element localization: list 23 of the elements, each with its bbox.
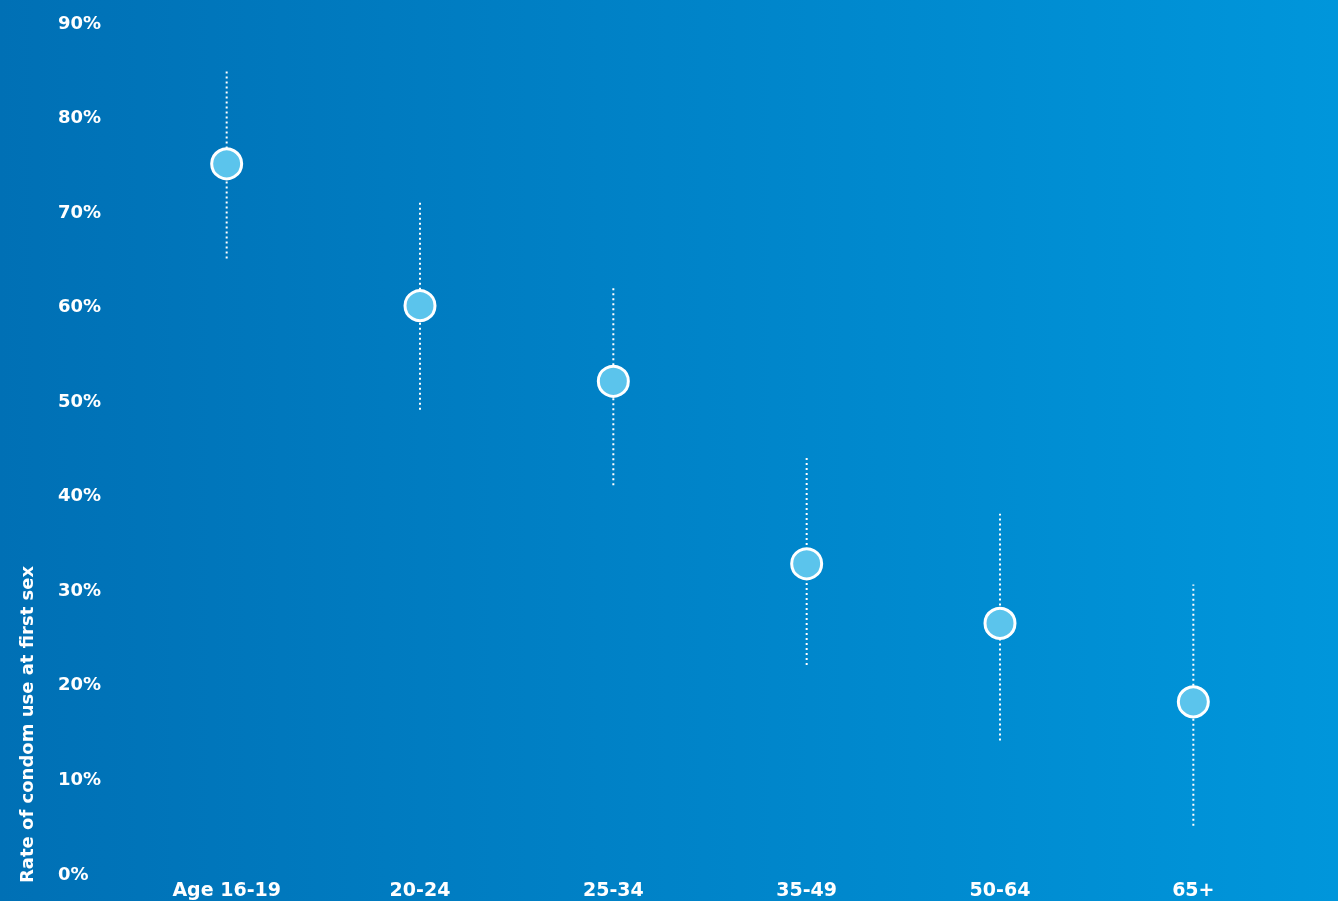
point — [983, 606, 1017, 640]
point — [403, 289, 437, 323]
x-tick-label: 35-49 — [776, 877, 838, 900]
y-tick-label: 30% — [58, 578, 102, 600]
y-tick-label: 40% — [58, 484, 102, 506]
y-axis-title: Rate of condom use at first sex — [15, 565, 37, 883]
x-tick-label: 25-34 — [582, 877, 644, 900]
x-tick-label: 20-24 — [389, 877, 451, 900]
y-tick-label: 60% — [58, 295, 102, 317]
y-tick-label: 70% — [58, 200, 102, 222]
y-tick-label: 10% — [58, 767, 102, 789]
point — [210, 147, 244, 181]
y-tick-label: 20% — [58, 673, 102, 695]
y-tick-label: 0% — [58, 862, 89, 884]
y-tick-label: 90% — [58, 11, 102, 33]
point — [596, 364, 630, 398]
y-tick-label: 50% — [58, 389, 102, 411]
y-tick-label: 80% — [58, 106, 102, 128]
point — [1176, 685, 1210, 719]
x-tick-label: 65+ — [1172, 877, 1215, 900]
x-tick-label: Age 16-19 — [172, 877, 281, 900]
x-tick-label: 50-64 — [969, 877, 1031, 900]
point — [790, 547, 824, 581]
